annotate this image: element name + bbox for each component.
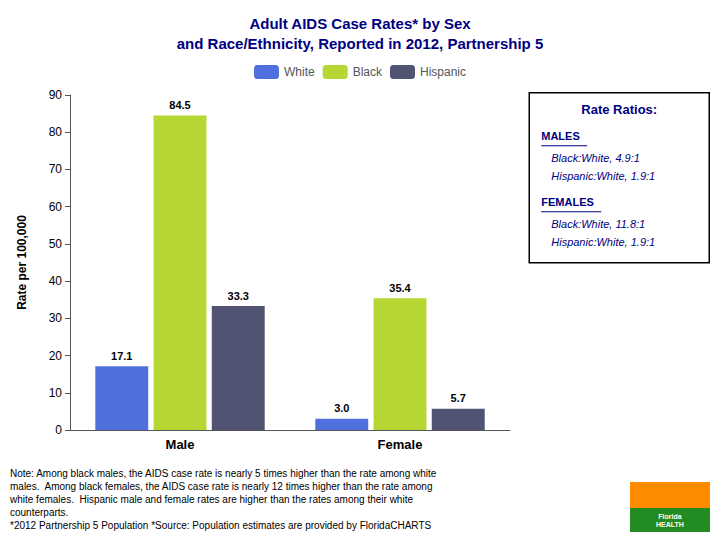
svg-text:35.4: 35.4 xyxy=(389,282,411,294)
svg-text:20: 20 xyxy=(49,349,63,363)
svg-text:60: 60 xyxy=(49,200,63,214)
svg-text:Rate Ratios:: Rate Ratios: xyxy=(581,102,657,117)
svg-text:MALES: MALES xyxy=(541,130,580,142)
svg-text:90: 90 xyxy=(49,88,63,102)
svg-text:Hispanic: Hispanic xyxy=(420,65,466,79)
svg-text:males. Among black females, t: males. Among black females, the AIDS cas… xyxy=(10,481,432,492)
svg-text:5.7: 5.7 xyxy=(451,392,466,404)
svg-text:Hispanic:White, 1.9:1: Hispanic:White, 1.9:1 xyxy=(551,236,655,248)
svg-text:White: White xyxy=(284,65,315,79)
svg-text:80: 80 xyxy=(49,125,63,139)
svg-text:Male: Male xyxy=(166,437,195,452)
svg-text:10: 10 xyxy=(49,386,63,400)
svg-text:0: 0 xyxy=(55,423,62,437)
svg-text:Rate per 100,000: Rate per 100,000 xyxy=(15,215,29,310)
svg-text:40: 40 xyxy=(49,274,63,288)
svg-text:HEALTH: HEALTH xyxy=(656,521,684,528)
svg-text:FEMALES: FEMALES xyxy=(541,196,594,208)
svg-text:Adult AIDS Case Rates* by Sex: Adult AIDS Case Rates* by Sex xyxy=(249,15,471,32)
svg-text:counterparts.: counterparts. xyxy=(10,507,68,518)
svg-text:17.1: 17.1 xyxy=(111,350,132,362)
svg-text:3.0: 3.0 xyxy=(334,402,349,414)
svg-text:Hispanic:White, 1.9:1: Hispanic:White, 1.9:1 xyxy=(551,170,655,182)
svg-text:50: 50 xyxy=(49,237,63,251)
svg-text:Note: Among black males, the A: Note: Among black males, the AIDS case r… xyxy=(10,468,437,479)
svg-text:white females. Hispanic male: white females. Hispanic male and female … xyxy=(9,494,413,505)
svg-text:30: 30 xyxy=(49,311,63,325)
svg-text:*2012 Partnership 5 Population: *2012 Partnership 5 Population *Source: … xyxy=(10,520,431,531)
svg-text:Female: Female xyxy=(378,437,423,452)
svg-text:Florida: Florida xyxy=(658,513,681,520)
svg-text:Black:White, 11.8:1: Black:White, 11.8:1 xyxy=(551,218,645,230)
svg-text:70: 70 xyxy=(49,162,63,176)
svg-text:33.3: 33.3 xyxy=(228,290,249,302)
svg-text:and Race/Ethnicity, Reported i: and Race/Ethnicity, Reported in 2012, Pa… xyxy=(177,35,544,52)
svg-text:84.5: 84.5 xyxy=(169,99,190,111)
svg-text:Black:White, 4.9:1: Black:White, 4.9:1 xyxy=(551,152,640,164)
svg-text:Black: Black xyxy=(353,65,383,79)
